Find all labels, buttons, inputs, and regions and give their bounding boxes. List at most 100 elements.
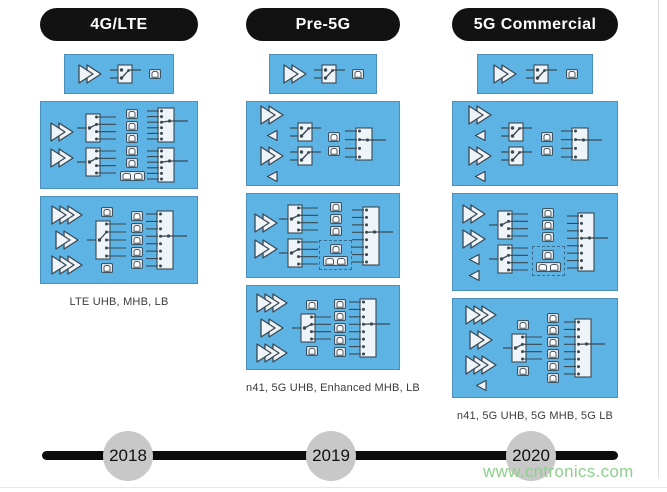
component-group [130, 201, 143, 279]
component-group [87, 201, 127, 279]
antenna-switch-8-icon [348, 297, 391, 358]
component-group [319, 198, 352, 273]
component-group [492, 59, 518, 89]
4g-lte-mid-high-band-module [40, 101, 198, 189]
column-pre-5g: Pre-5G n41, 5G UHB, Enhanced MHB, LB [246, 8, 420, 394]
dashed-filter-group [531, 246, 565, 276]
filter-icon [130, 223, 143, 233]
filter-icon [334, 334, 347, 345]
timeline-year-2018: 2018 [103, 431, 153, 481]
5g-commercial-multi-band-module [452, 298, 618, 398]
filter-icon [126, 146, 138, 156]
component-group [464, 303, 498, 393]
page-edge-right [658, 0, 659, 478]
5g-commercial-pa-module [476, 54, 594, 94]
pa-3stage-icon [255, 342, 289, 364]
pa-2stage-icon [253, 238, 279, 260]
header-pill-4g-lte: 4G/LTE [40, 8, 198, 41]
pa-2stage-icon [467, 145, 493, 167]
lna-icon [265, 129, 279, 142]
filter-bank [334, 298, 347, 357]
lna-icon [473, 170, 487, 183]
pa-2stage-icon [49, 147, 75, 169]
switch-sp2t-icon [290, 121, 322, 142]
filter-icon [126, 158, 138, 168]
filter-icon [329, 213, 342, 224]
lna-icon [265, 170, 279, 183]
lna-icon [473, 129, 487, 142]
pa-2stage-icon [492, 63, 518, 85]
antenna-switch-8-icon [564, 318, 606, 378]
filter-icon [547, 313, 560, 323]
filter-icon [542, 250, 554, 260]
pa-3stage-icon [50, 204, 84, 226]
header-pill-5g-commercial: 5G Commercial [452, 8, 618, 41]
duplexer-pair-icon [323, 255, 348, 266]
watermark: www.cntronics.com [483, 462, 634, 481]
filter-icon [130, 259, 143, 269]
switch-sp2t-icon [501, 145, 533, 166]
filter-icon [334, 322, 347, 333]
component-group [50, 201, 84, 279]
component-group [566, 59, 578, 89]
filter-icon [547, 361, 560, 371]
component-group [489, 198, 529, 286]
module-caption-pre-5g: n41, 5G UHB, Enhanced MHB, LB [246, 382, 420, 394]
component-group [119, 106, 145, 184]
pa-2stage-icon [253, 212, 279, 234]
filter-icon [516, 320, 529, 330]
filter-bank [126, 146, 138, 168]
5g-commercial-tx-rx-module [452, 101, 618, 186]
pa-2stage-icon [77, 63, 103, 85]
component-group [279, 198, 319, 273]
filter-icon [334, 310, 347, 321]
component-group [352, 198, 394, 273]
filter-icon [305, 345, 318, 356]
column-4g-lte: 4G/LTE LTE UHB, MHB, LB [40, 8, 198, 308]
pre-5g-pa-module [269, 54, 377, 94]
antenna-switch-8-icon [566, 212, 609, 272]
lna-icon [467, 253, 481, 266]
component-group [327, 106, 340, 181]
switch-sp2t-icon [109, 64, 142, 84]
module-caption-4g-lte: LTE UHB, MHB, LB [69, 296, 169, 308]
switch-sp2t-icon [501, 121, 533, 142]
header-pill-pre-5g: Pre-5G [246, 8, 400, 41]
filter-icon [542, 232, 554, 242]
switch-sp2t-icon [526, 64, 558, 84]
component-group [253, 198, 279, 273]
switch-sp4t-icon [489, 210, 529, 240]
component-group [148, 59, 161, 89]
switch-sp2t-icon [290, 145, 322, 166]
pa-2stage-icon [259, 145, 285, 167]
timeline-year-2019: 2019 [306, 431, 356, 481]
antenna-switch-8-icon [145, 210, 188, 270]
pa-2stage-icon [49, 121, 75, 143]
pa-3stage-icon [464, 304, 498, 326]
filter-icon [547, 337, 560, 347]
filter-icon [126, 133, 138, 143]
filter-bank [126, 109, 138, 143]
filter-icon [541, 145, 553, 156]
filter-icon [327, 145, 340, 156]
filter-icon [130, 211, 143, 221]
4g-lte-pa-module [63, 54, 175, 94]
column-5g-commercial: 5G Commercial n41, 5G UHB, 5G MHB, 5G LB [452, 8, 618, 422]
component-group [77, 59, 103, 89]
filter-icon [130, 247, 143, 257]
filter-icon [305, 299, 318, 310]
4g-lte-multi-band-module [40, 196, 198, 284]
duplexer-pair-icon [535, 262, 561, 272]
component-group [291, 290, 332, 365]
pa-3stage-icon [464, 354, 498, 376]
filter-icon [516, 366, 529, 376]
pa-2stage-icon [467, 104, 493, 126]
filter-icon [329, 201, 342, 212]
filter-icon [547, 325, 560, 335]
pa-2stage-icon [259, 317, 285, 339]
pre-5g-multi-band-module [246, 285, 400, 370]
pa-3stage-icon [50, 254, 84, 276]
switch-sp4t-icon [279, 237, 319, 268]
pa-2stage-icon [282, 63, 308, 85]
filter-icon [329, 225, 342, 236]
